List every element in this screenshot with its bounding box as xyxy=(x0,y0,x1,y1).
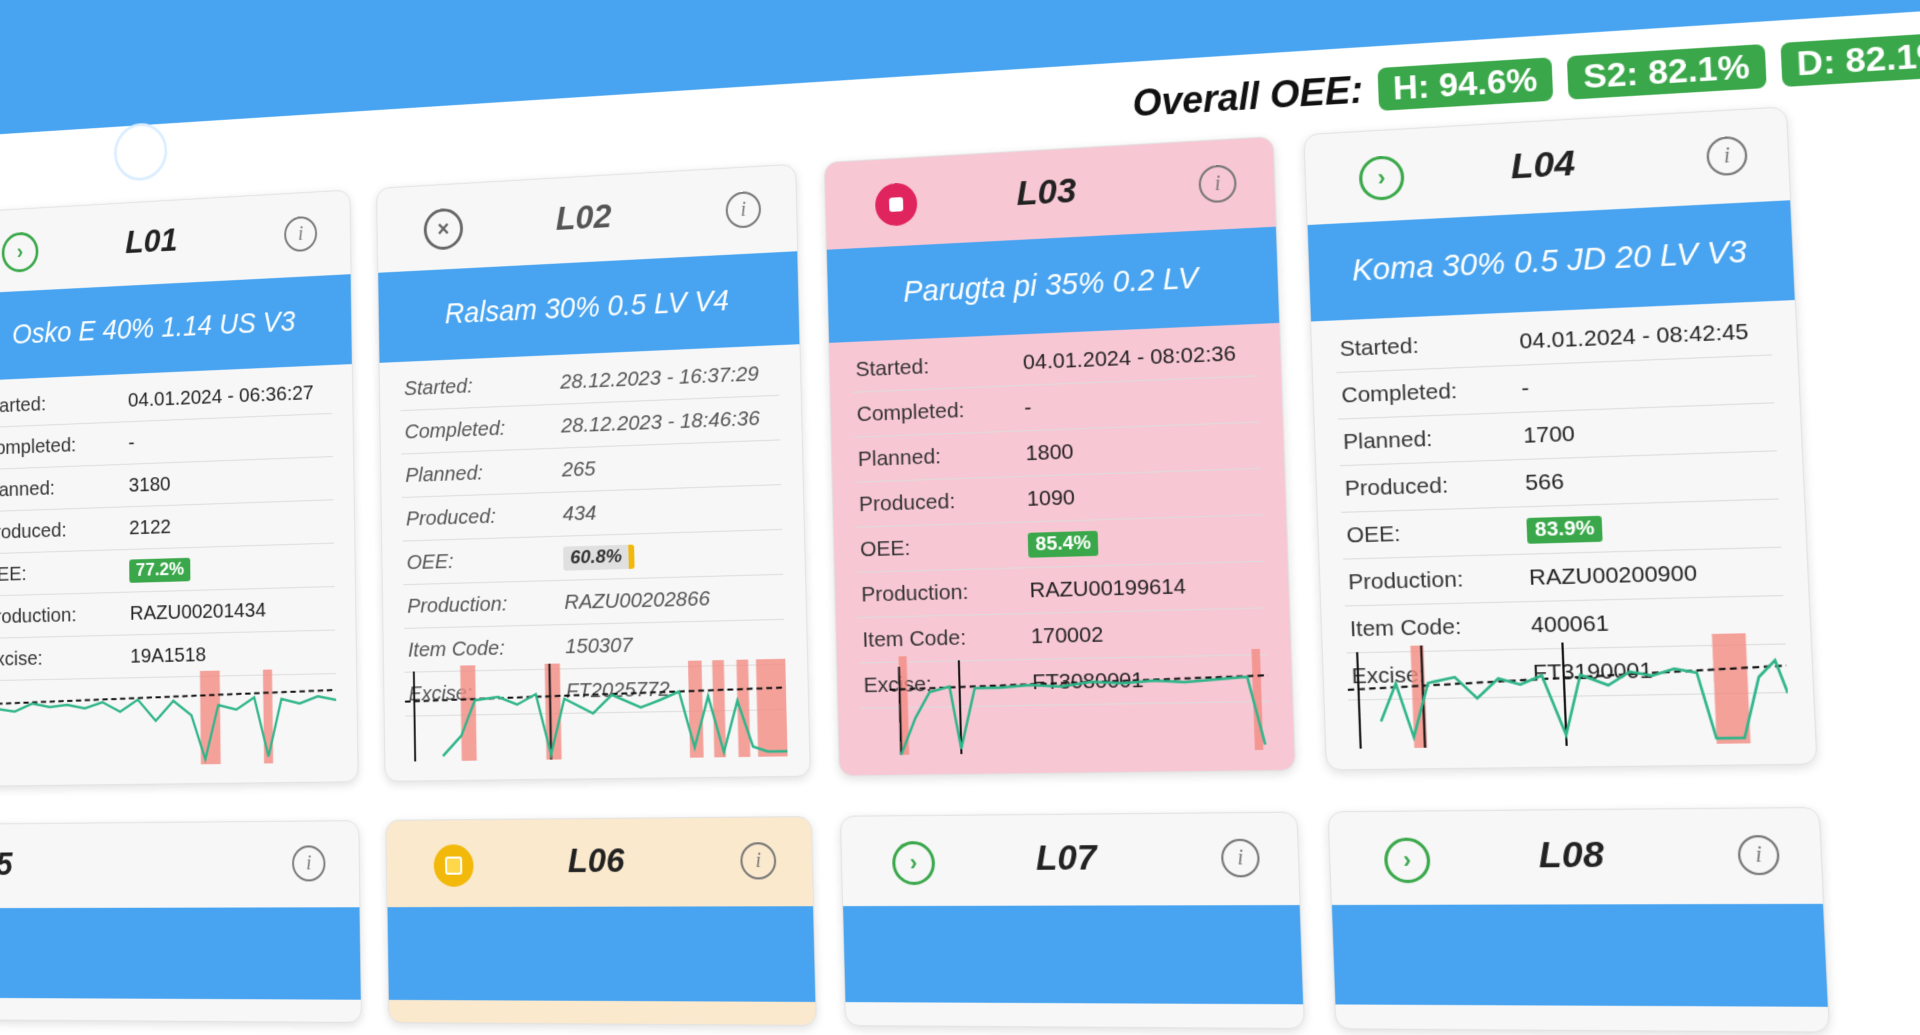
completed-label: Completed: xyxy=(401,404,558,454)
line-card-l07[interactable]: › L07 i xyxy=(840,812,1305,1030)
line-card-l06[interactable]: L06 i xyxy=(385,816,817,1026)
app-title: OEE xyxy=(185,120,257,166)
info-icon[interactable]: i xyxy=(1737,835,1780,875)
oee-pill-h: H: 94.6% xyxy=(1377,57,1553,111)
overall-oee-label: Overall OEE: xyxy=(1132,68,1364,126)
produced-label: Produced: xyxy=(402,492,559,541)
produced-value: 1090 xyxy=(1022,468,1262,522)
hamburger-menu-icon[interactable] xyxy=(114,122,168,183)
production-label: Production: xyxy=(1343,554,1526,606)
produced-value: 566 xyxy=(1520,451,1779,507)
completed-value: - xyxy=(125,413,333,464)
oee-badge: 60.8% xyxy=(563,545,634,571)
line-card-l03[interactable]: L03 i Parugta pi 35% 0.2 LV Started: 04.0… xyxy=(824,136,1296,776)
started-label: Started: xyxy=(0,380,125,428)
oee-badge: 77.2% xyxy=(129,558,190,583)
started-label: Started: xyxy=(851,341,1020,393)
oee-sparkline xyxy=(1346,627,1791,754)
production-value: RAZU00202866 xyxy=(560,574,784,624)
planned-label: Planned: xyxy=(1338,412,1520,465)
planned-label: Planned: xyxy=(0,464,125,512)
oee-sparkline xyxy=(0,658,337,772)
planned-value: 265 xyxy=(558,440,781,492)
planned-label: Planned: xyxy=(853,431,1022,482)
produced-label: Produced: xyxy=(0,507,126,554)
line-card-l02[interactable]: × L02 i Ralsam 30% 0.5 LV V4 Started: 28.… xyxy=(376,164,811,782)
oee-label: OEE: xyxy=(856,522,1025,572)
product-banner xyxy=(843,905,1303,1004)
production-value: RAZU00200900 xyxy=(1524,547,1784,601)
production-value: RAZU00199614 xyxy=(1025,561,1266,613)
planned-label: Planned: xyxy=(401,448,558,497)
line-card-l08[interactable]: › L08 i xyxy=(1327,807,1830,1033)
oee-sparkline xyxy=(859,638,1271,760)
planned-value: 3180 xyxy=(125,457,333,507)
completed-label: Completed: xyxy=(0,422,125,470)
oee-label: OEE: xyxy=(403,536,561,584)
oee-label: OEE: xyxy=(1341,507,1523,559)
info-icon[interactable]: i xyxy=(740,842,776,879)
oee-pill-d: D: 82.1% xyxy=(1780,31,1920,87)
produced-value: 2122 xyxy=(125,500,334,550)
produced-label: Produced: xyxy=(1340,460,1522,513)
production-value: RAZU00201434 xyxy=(126,587,335,635)
info-icon[interactable]: i xyxy=(1221,839,1261,878)
oee-pill-s2: S2: 82.1% xyxy=(1567,43,1766,99)
oee-sparkline xyxy=(404,649,787,767)
oee-badge: 83.9% xyxy=(1527,516,1603,544)
produced-label: Produced: xyxy=(854,476,1023,527)
product-banner xyxy=(0,907,361,1000)
info-icon[interactable]: i xyxy=(292,845,326,881)
product-banner xyxy=(387,906,815,1002)
started-label: Started: xyxy=(400,361,557,411)
completed-label: Completed: xyxy=(1336,365,1518,419)
product-banner xyxy=(1332,904,1828,1007)
produced-value: 434 xyxy=(559,485,783,537)
planned-value: 1800 xyxy=(1021,422,1261,476)
line-card-05[interactable]: 05 i xyxy=(0,820,362,1023)
oee-badge: 85.4% xyxy=(1028,531,1099,558)
production-label: Production: xyxy=(857,568,1026,618)
line-card-l01[interactable]: › L01 i Osko E 40% 1.14 US V3 Started: 04… xyxy=(0,189,359,786)
oee-label: OEE: xyxy=(0,549,126,596)
line-card-l04[interactable]: › L04 i Koma 30% 0.5 JD 20 LV V3 Started… xyxy=(1303,106,1817,770)
product-banner: Osko E 40% 1.14 US V3 xyxy=(0,274,352,381)
started-label: Started: xyxy=(1335,319,1516,373)
completed-label: Completed: xyxy=(852,385,1021,437)
production-label: Production: xyxy=(0,592,127,638)
planned-value: 1700 xyxy=(1518,403,1777,460)
production-label: Production: xyxy=(403,580,561,628)
